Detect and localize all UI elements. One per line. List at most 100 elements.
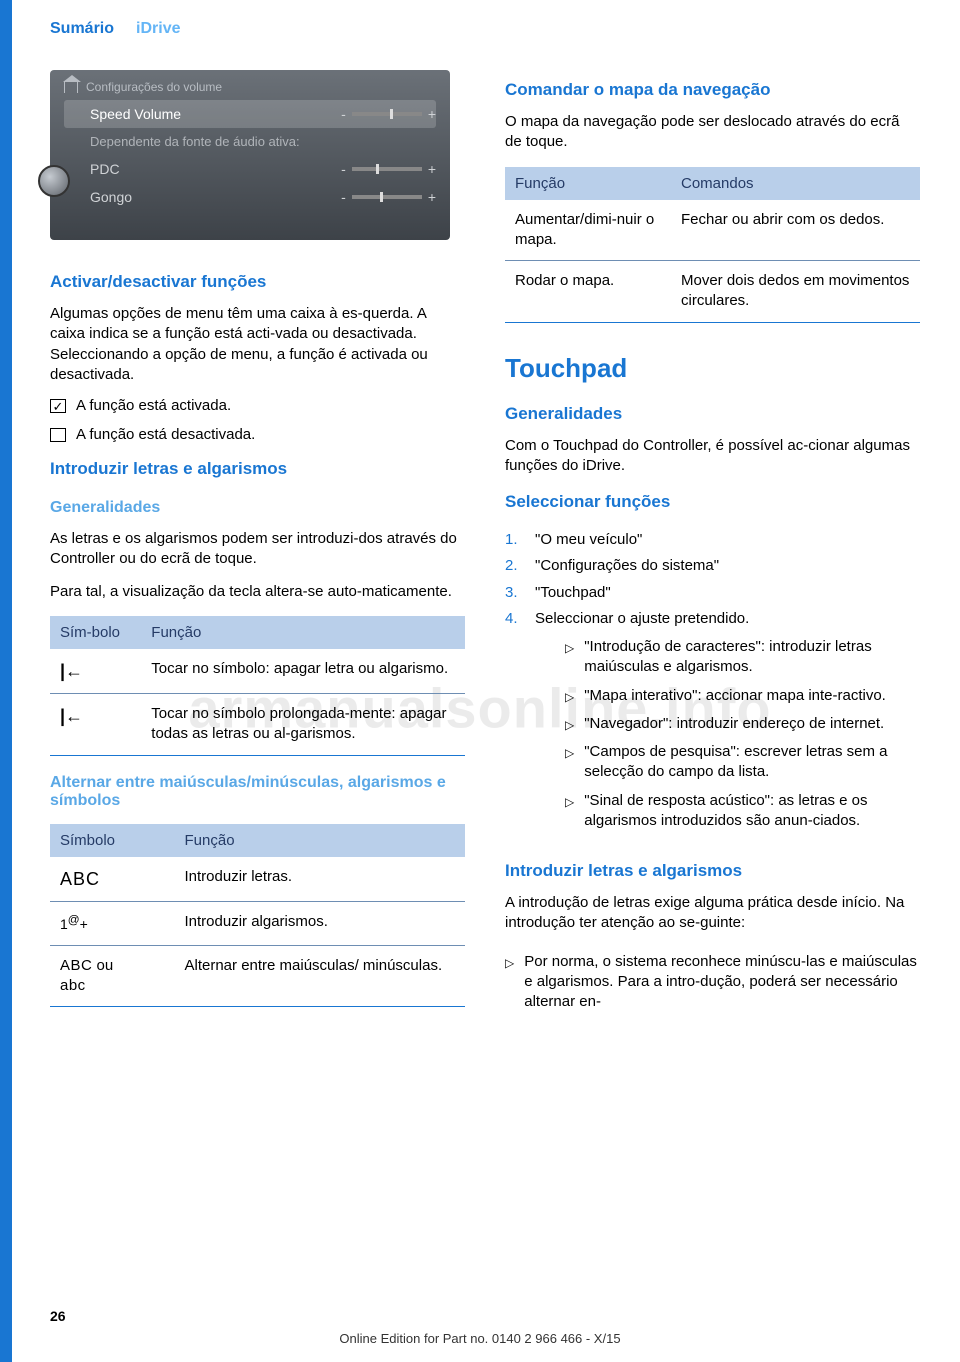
home-icon	[64, 81, 78, 93]
numbers-icon: 1@+	[60, 916, 88, 932]
screenshot-row-gongo: Gongo -+	[64, 183, 436, 211]
screenshot-title: Configurações do volume	[86, 80, 222, 94]
table3-header-0: Função	[505, 167, 671, 200]
bullet-item: Por norma, o sistema reconhece minúscu‐l…	[505, 952, 920, 1013]
table2-r1-sym: 1@+	[50, 901, 175, 945]
header-idrive: iDrive	[136, 20, 180, 38]
slider: -+	[341, 106, 436, 122]
bullet-text: Por norma, o sistema reconhece minúscu‐l…	[524, 952, 920, 1013]
slider-mark	[376, 164, 379, 174]
table2-r2-sym: ABC ou abc	[50, 945, 175, 1007]
content-columns: Configurações do volume Speed Volume -+ …	[50, 70, 920, 1024]
screenshot-row-speed: Speed Volume -+	[64, 100, 436, 128]
substep-text: "Introdução de caracteres": introduzir l…	[584, 637, 920, 678]
heading-alternar: Alternar entre maiúsculas/minúsculas, al…	[50, 774, 465, 810]
table-simbolo-funcao-1: Sím‐bolo Função |← Tocar no símbolo: apa…	[50, 616, 465, 756]
substep-item: "Mapa interativo": accionar mapa inte‐ra…	[565, 686, 920, 706]
table3-r1-c1: Rodar o mapa.	[505, 261, 671, 323]
idrive-screenshot: Configurações do volume Speed Volume -+ …	[50, 70, 450, 240]
step-text: "O meu veículo"	[535, 530, 642, 550]
backspace-icon: |←	[60, 704, 83, 728]
screenshot-row-pdc: PDC -+	[64, 155, 436, 183]
left-column: Configurações do volume Speed Volume -+ …	[50, 70, 465, 1024]
para-intro2: A introdução de letras exige alguma prát…	[505, 893, 920, 934]
heading-introduzir: Introduzir letras e algarismos	[50, 459, 465, 479]
case-join: ou	[92, 957, 113, 974]
heading-seleccionar: Seleccionar funções	[505, 492, 920, 512]
table2-r0-sym: ABC	[50, 857, 175, 902]
bullets2-list: Por norma, o sistema reconhece minúscu‐l…	[505, 944, 920, 1021]
table2-r2-text: Alternar entre maiúsculas/ minúsculas.	[175, 945, 466, 1007]
slider-mark	[380, 192, 383, 202]
slider-mark	[390, 109, 393, 119]
table3-r1-c2: Mover dois dedos em movimentos circulare…	[671, 261, 920, 323]
idrive-knob-icon	[38, 165, 70, 197]
checkbox-off-label: A função está desactivada.	[76, 426, 255, 443]
table1-header-1: Função	[141, 616, 465, 649]
screenshot-row-label: PDC	[90, 161, 331, 177]
table1-r0-sym: |←	[50, 649, 141, 694]
table-simbolo-funcao-2: Símbolo Função ABC Introduzir letras. 1@…	[50, 824, 465, 1008]
step-1: "O meu veículo"	[505, 530, 920, 550]
step-2: "Configurações do sistema"	[505, 556, 920, 576]
substep-text: "Sinal de resposta acústico": as letras …	[584, 791, 920, 832]
footer-edition-line: Online Edition for Part no. 0140 2 966 4…	[0, 1331, 960, 1346]
para-gen1: As letras e os algarismos podem ser intr…	[50, 529, 465, 570]
page-header: Sumário iDrive	[50, 20, 180, 38]
para-comandar: O mapa da navegação pode ser deslocado a…	[505, 112, 920, 153]
slider: -+	[341, 189, 436, 205]
case-toggle-icon: ABC	[60, 957, 92, 974]
screenshot-title-row: Configurações do volume	[64, 80, 436, 94]
heading-introduzir2: Introduzir letras e algarismos	[505, 861, 920, 881]
table2-r0-text: Introduzir letras.	[175, 857, 466, 902]
table2-r1-text: Introduzir algarismos.	[175, 901, 466, 945]
substep-item: "Sinal de resposta acústico": as letras …	[565, 791, 920, 832]
step-text: "Configurações do sistema"	[535, 556, 719, 576]
substep-item: "Campos de pesquisa": escrever letras se…	[565, 742, 920, 783]
heading-activar: Activar/desactivar funções	[50, 272, 465, 292]
heading-tp-generalidades: Generalidades	[505, 404, 920, 424]
checkbox-unchecked-icon	[50, 428, 66, 442]
substep-text: "Campos de pesquisa": escrever letras se…	[584, 742, 920, 783]
step-text: Seleccionar o ajuste pretendido.	[535, 609, 920, 629]
substep-item: "Navegador": introduzir endereço de inte…	[565, 714, 920, 734]
checkbox-off-row: A função está desactivada.	[50, 426, 465, 443]
backspace-icon: |←	[60, 659, 83, 683]
heading-touchpad: Touchpad	[505, 353, 920, 384]
table2-header-1: Função	[175, 824, 466, 857]
checkbox-on-label: A função está activada.	[76, 397, 231, 414]
screenshot-subtitle: Dependente da fonte de áudio ativa:	[64, 128, 436, 155]
table1-r0-text: Tocar no símbolo: apagar letra ou algari…	[141, 649, 465, 694]
table3-header-1: Comandos	[671, 167, 920, 200]
substep-text: "Mapa interativo": accionar mapa inte‐ra…	[584, 686, 886, 706]
table3-r0-c2: Fechar ou abrir com os dedos.	[671, 200, 920, 261]
page-number: 26	[50, 1308, 66, 1324]
step-4: Seleccionar o ajuste pretendido. "Introd…	[505, 609, 920, 839]
para-tp-gen: Com o Touchpad do Controller, é possível…	[505, 436, 920, 477]
letters-icon: ABC	[60, 869, 100, 889]
table2-header-0: Símbolo	[50, 824, 175, 857]
steps-list: "O meu veículo" "Configurações do sistem…	[505, 524, 920, 845]
left-accent-bar	[0, 0, 12, 1362]
screenshot-row-label: Gongo	[90, 189, 331, 205]
step-3: "Touchpad"	[505, 583, 920, 603]
table3-r0-c1: Aumentar/dimi‐nuir o mapa.	[505, 200, 671, 261]
para-activar: Algumas opções de menu têm uma caixa à e…	[50, 304, 465, 385]
substeps-list: "Introdução de caracteres": introduzir l…	[565, 637, 920, 831]
step-text: "Touchpad"	[535, 583, 611, 603]
checkbox-on-row: A função está activada.	[50, 397, 465, 414]
case-toggle-lower-icon: abc	[60, 977, 86, 994]
heading-comandar: Comandar o mapa da navegação	[505, 80, 920, 100]
table1-r1-sym: |←	[50, 694, 141, 756]
slider: -+	[341, 161, 436, 177]
checkbox-checked-icon	[50, 399, 66, 413]
screenshot-row-label: Speed Volume	[90, 106, 331, 122]
heading-generalidades: Generalidades	[50, 499, 465, 517]
header-sumario: Sumário	[50, 20, 114, 38]
table1-r1-text: Tocar no símbolo prolongada‐mente: apaga…	[141, 694, 465, 756]
table-funcao-comandos: Função Comandos Aumentar/dimi‐nuir o map…	[505, 167, 920, 323]
right-column: Comandar o mapa da navegação O mapa da n…	[505, 70, 920, 1024]
para-gen2: Para tal, a visualização da tecla altera…	[50, 582, 465, 602]
table1-header-0: Sím‐bolo	[50, 616, 141, 649]
substep-text: "Navegador": introduzir endereço de inte…	[584, 714, 884, 734]
